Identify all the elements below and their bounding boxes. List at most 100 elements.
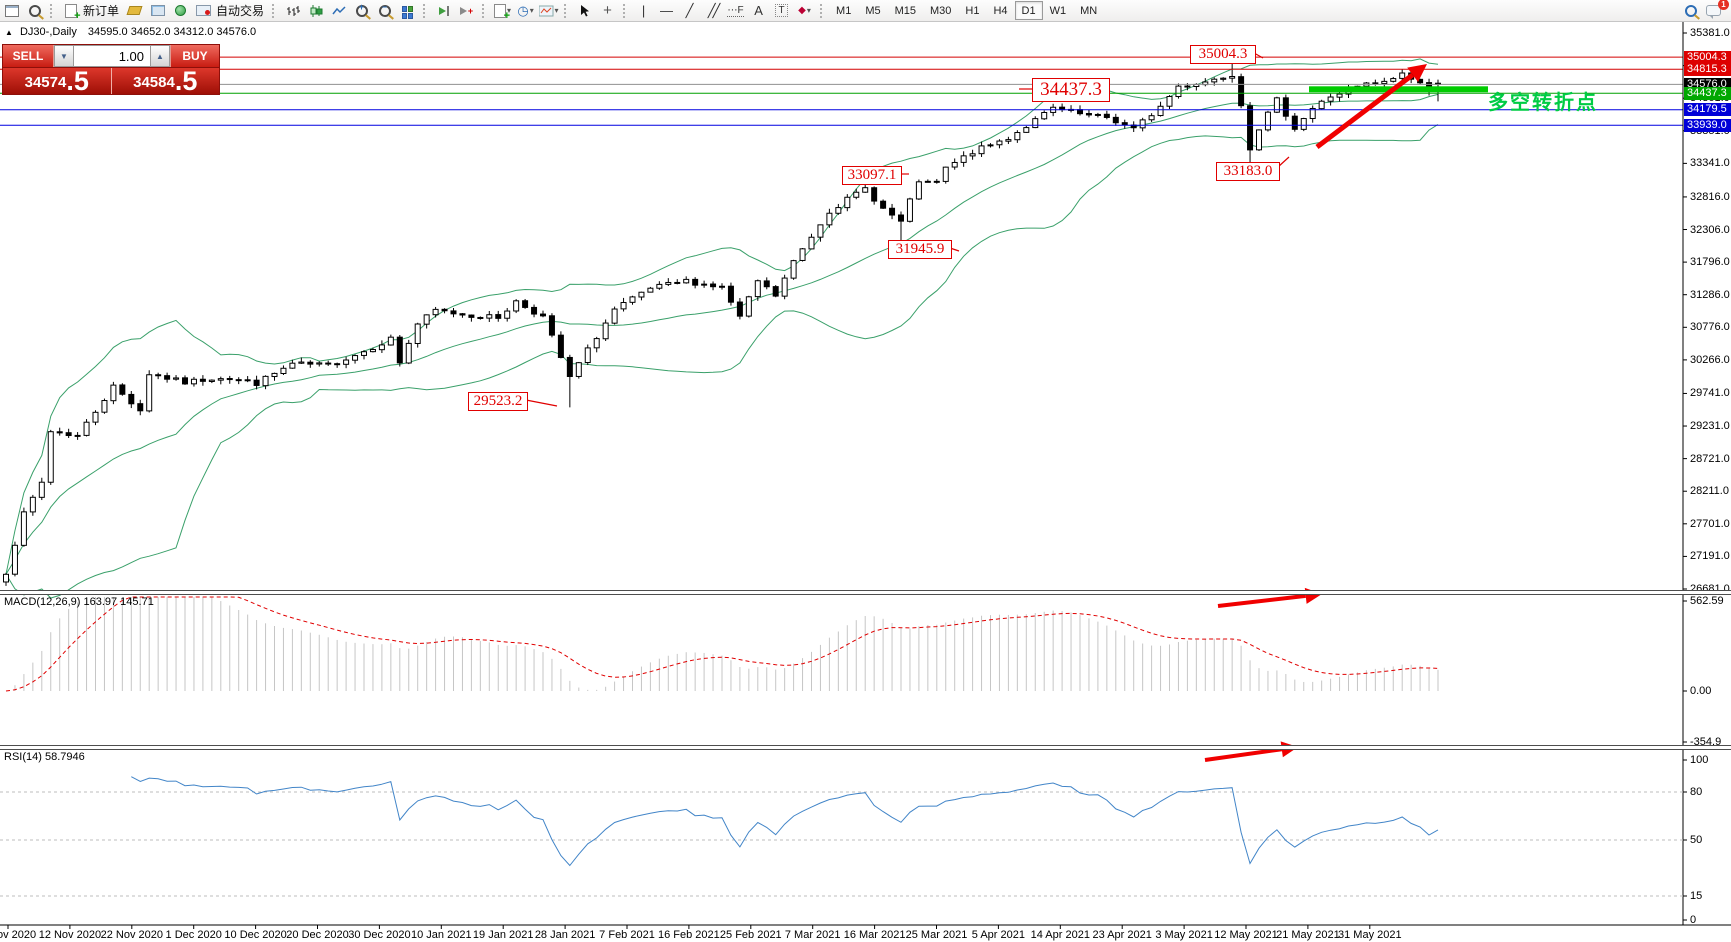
price-badge: 33939.0	[1684, 118, 1731, 132]
time-axis-label: 5 Apr 2021	[971, 929, 1025, 941]
chevron-down-icon: ▾	[529, 6, 534, 15]
buy-price[interactable]: 34584 .5	[111, 68, 219, 95]
vertical-line-button[interactable]: |	[632, 1, 655, 20]
line-chart-button[interactable]	[327, 1, 350, 20]
timeframe-m5[interactable]: M5	[865, 4, 881, 17]
price-tick-label: 35381.0	[1690, 27, 1730, 39]
pane-splitter[interactable]	[0, 745, 1731, 750]
tile-windows-button[interactable]	[396, 1, 419, 20]
price-tick-label: 29231.0	[1690, 420, 1730, 433]
auto-scroll-button[interactable]	[432, 1, 455, 20]
new-order-icon: +	[64, 3, 81, 21]
sell-price[interactable]: 34574 .5	[3, 68, 112, 95]
rsi-line	[131, 776, 1439, 867]
notifications-button[interactable]: 1	[1702, 0, 1729, 20]
data-window-icon	[28, 4, 41, 17]
channel-button[interactable]: ╱╱	[701, 1, 724, 20]
search-button[interactable]	[1679, 1, 1702, 20]
volume-input[interactable]: 1.00	[74, 45, 150, 67]
price-tick-label: 27701.0	[1690, 517, 1730, 530]
new-chart-button[interactable]: + ▾	[491, 1, 514, 21]
trend-arrow-annotation[interactable]	[1315, 64, 1427, 149]
crosshair-icon: +	[603, 2, 612, 19]
data-window-button[interactable]	[23, 1, 46, 20]
macd-axis-label: 0.00	[1690, 685, 1712, 697]
buy-button[interactable]: BUY	[170, 45, 219, 67]
bar-chart-button[interactable]	[281, 1, 304, 20]
timeframe-h1[interactable]: H1	[965, 4, 980, 17]
clock-icon: ◷	[517, 3, 529, 18]
time-axis-label: 25 Mar 2021	[905, 929, 968, 941]
pane-splitter[interactable]	[0, 590, 1731, 595]
timeframe-m15[interactable]: M15	[894, 4, 916, 17]
price-callout[interactable]: 33183.0	[1216, 162, 1280, 181]
sell-button[interactable]: SELL	[3, 45, 54, 67]
price-callout[interactable]: 34437.3	[1032, 78, 1110, 102]
timeframe-m1[interactable]: M1	[836, 4, 852, 17]
arrows-button[interactable]: ◆ ▾	[793, 1, 816, 20]
candle-chart-icon	[310, 4, 323, 17]
cn-annotation[interactable]: 多空转折点	[1488, 92, 1598, 114]
zoom-in-button[interactable]: +	[350, 1, 373, 20]
volume-decrease-button[interactable]: ▼	[54, 45, 74, 67]
trendline-button[interactable]: ╱	[678, 1, 701, 20]
zoom-out-button[interactable]: −	[373, 1, 396, 20]
price-callout[interactable]: 29523.2	[468, 392, 528, 411]
price-tick-label: 31286.0	[1690, 288, 1730, 301]
crosshair-button[interactable]: +	[596, 1, 619, 20]
price-tick-label: 31796.0	[1690, 256, 1730, 269]
indicators-button[interactable]: ▾	[537, 1, 560, 20]
text-label-button[interactable]: T	[770, 1, 793, 20]
autotrade-icon	[196, 5, 212, 16]
autotrade-button[interactable]	[192, 1, 215, 20]
new-order-button[interactable]: +	[59, 1, 82, 21]
signals-button[interactable]	[169, 1, 192, 20]
time-axis-label: 10 Dec 2020	[224, 929, 287, 941]
new-order-label[interactable]: 新订单	[83, 4, 120, 18]
vertical-line-icon: |	[641, 3, 646, 18]
autotrade-label[interactable]: 自动交易	[216, 4, 265, 18]
timeframe-mn[interactable]: MN	[1080, 4, 1098, 17]
timeframe-h4[interactable]: H4	[993, 4, 1008, 17]
volume-increase-button[interactable]: ▲	[150, 45, 170, 67]
time-axis-label: 21 May 2021	[1276, 929, 1340, 941]
collapse-panel-icon[interactable]: ▲	[5, 28, 13, 37]
fibonacci-button[interactable]: ⋯F	[724, 1, 747, 20]
support-bar-annotation[interactable]	[1309, 86, 1488, 93]
profiles-button[interactable]: ◷ ▾	[514, 1, 537, 20]
timeframe-d1[interactable]: D1	[1014, 1, 1043, 20]
horizontal-level-lines[interactable]	[0, 56, 1683, 126]
horizontal-line-button[interactable]: —	[655, 1, 678, 20]
price-tick-label: 33341.0	[1690, 157, 1730, 170]
chart-window-button[interactable]	[0, 1, 23, 20]
search-icon	[1684, 4, 1697, 17]
toolbar: + 新订单 自动交易 + − + + ▾ ◷ ▾ ▾ + | — ╱	[0, 0, 1731, 22]
rsi-axis-label: 15	[1690, 890, 1703, 902]
timeframe-bar: M1 M5 M15 M30 H1 H4 D1 W1 MN	[829, 1, 1104, 20]
price-callout[interactable]: 35004.3	[1190, 45, 1256, 64]
price-tick-label: 32816.0	[1690, 190, 1730, 203]
price-callout[interactable]: 31945.9	[888, 240, 952, 259]
bar-chart-icon	[286, 5, 300, 16]
chevron-down-icon: ▾	[806, 6, 811, 15]
text-button[interactable]: A	[747, 1, 770, 20]
time-axis-label: 28 Jan 2021	[534, 929, 596, 941]
price-badge: 34437.3	[1684, 86, 1731, 100]
chevron-down-icon: ▾	[554, 6, 559, 15]
chart-shift-button[interactable]: +	[455, 1, 478, 20]
timeframe-w1[interactable]: W1	[1049, 4, 1067, 17]
terminal-button[interactable]	[146, 1, 169, 20]
timeframe-m30[interactable]: M30	[930, 4, 952, 17]
candlestick-plot[interactable]	[3, 57, 1441, 586]
price-callout[interactable]: 33097.1	[842, 166, 902, 185]
cursor-button[interactable]	[573, 1, 596, 20]
candle-chart-button[interactable]	[304, 1, 327, 20]
time-axis-label: 20 Dec 2020	[286, 929, 349, 941]
chevron-down-icon: ▾	[507, 6, 512, 15]
toolbar-grip	[50, 3, 55, 18]
time-axis-label: 1 Dec 2020	[165, 929, 222, 941]
one-click-trade-panel: SELL ▼ 1.00 ▲ BUY 34574 .5 34584 .5	[2, 44, 220, 95]
line-chart-icon	[331, 5, 346, 14]
